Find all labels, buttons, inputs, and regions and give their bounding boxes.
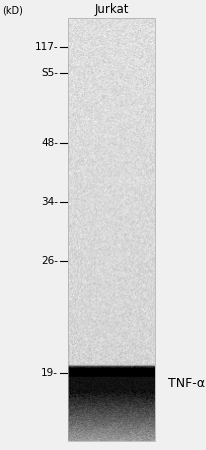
Text: Jurkat: Jurkat	[94, 3, 128, 16]
Text: (kD): (kD)	[2, 6, 23, 16]
Text: TNF-α: TNF-α	[167, 378, 204, 391]
Text: 19-: 19-	[41, 368, 58, 378]
Text: 26-: 26-	[41, 256, 58, 266]
Text: 34-: 34-	[41, 197, 58, 207]
Text: 117-: 117-	[34, 42, 58, 52]
Text: 48-: 48-	[41, 138, 58, 148]
Text: S5-: S5-	[41, 68, 58, 78]
Bar	[68, 18, 154, 441]
